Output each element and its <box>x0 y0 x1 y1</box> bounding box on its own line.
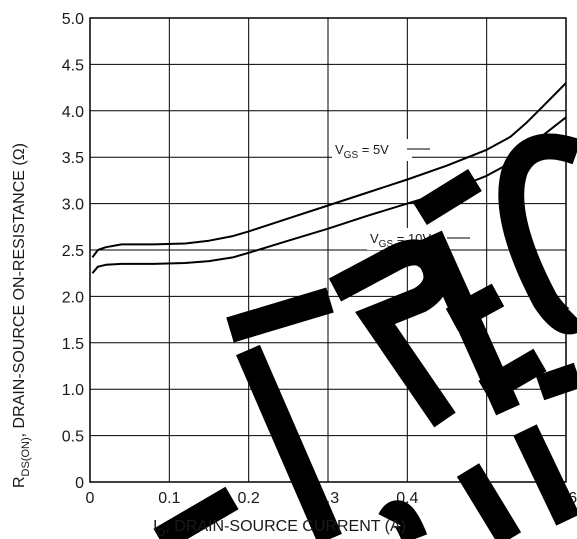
x-tick-label: 0 <box>86 490 95 507</box>
watermark-stroke-1 <box>153 486 239 539</box>
y-axis-label: RDS(ON), DRAIN-SOURCE ON-RESISTANCE (Ω) <box>11 143 32 488</box>
y-tick-label: 5.0 <box>62 11 84 28</box>
y-tick-label: 4.0 <box>62 104 84 121</box>
watermark-stroke-2 <box>236 344 342 539</box>
y-tick-label: 2.5 <box>62 243 84 260</box>
x-tick-label: 0.2 <box>238 490 260 507</box>
series-line-0 <box>91 82 567 258</box>
watermark <box>153 133 577 539</box>
watermark-stroke-5 <box>413 168 547 416</box>
plot-frame <box>89 17 567 483</box>
watermark-stroke-6 <box>498 133 577 335</box>
y-tick-label: 1.5 <box>62 336 84 353</box>
y-tick-label: 2.0 <box>62 289 84 306</box>
watermark-stroke-9 <box>456 424 577 539</box>
watermark-stroke-8 <box>378 500 428 539</box>
y-tick-label: 0 <box>75 475 84 492</box>
x-axis-label: ID, DRAIN-SOURCE CURRENT (A) <box>153 518 406 539</box>
y-tick-label: 0.5 <box>62 429 84 446</box>
y-tick-label: 1.0 <box>62 382 84 399</box>
series-label-0: VGS = 5V <box>335 142 389 161</box>
watermark-stroke-7 <box>535 362 577 401</box>
watermark-stroke-3 <box>226 287 334 343</box>
y-tick-label: 4.5 <box>62 57 84 74</box>
series-label-bg-0 <box>332 139 412 161</box>
y-tick-label: 3.5 <box>62 150 84 167</box>
x-tick-label: 0.1 <box>158 490 180 507</box>
y-tick-label: 3.0 <box>62 197 84 214</box>
